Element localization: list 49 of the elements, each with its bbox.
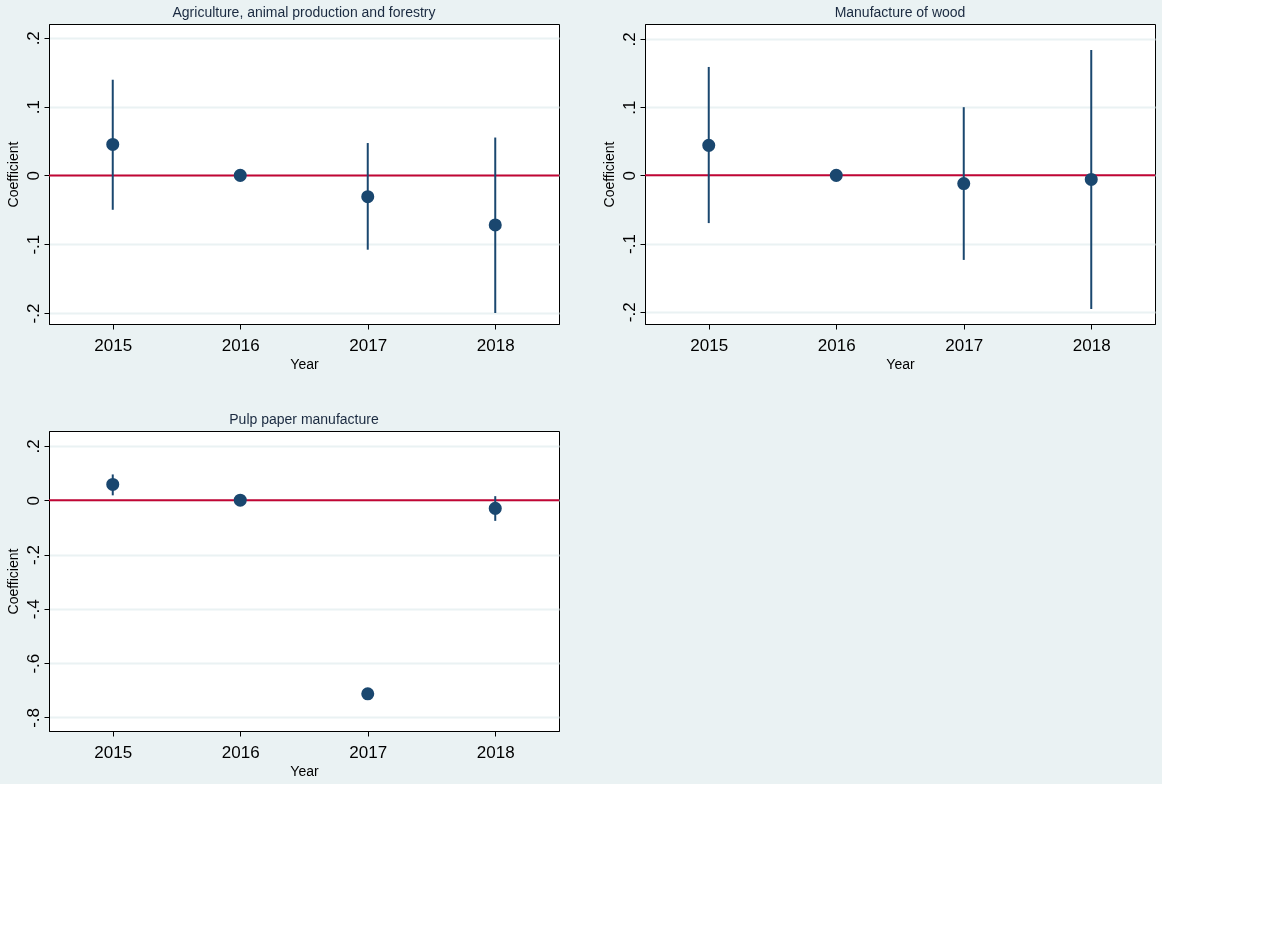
y-tick-label: .1 [619,100,639,115]
chart-title: Agriculture, animal production and forestry [172,4,436,20]
y-tick-label: -.8 [23,708,43,728]
point [361,687,375,701]
y-tick-label: -.2 [23,303,43,324]
x-tick-label: 2018 [476,742,515,762]
x-tick-label: 2015 [94,335,133,355]
chart-title: Manufacture of wood [834,4,966,20]
y-axis-title: Coefficient [4,141,21,208]
y-tick-label: 0 [23,171,43,181]
x-axis-title: Year [886,355,915,372]
x-tick-label: 2017 [945,335,984,355]
y-tick-label: -.2 [619,302,639,323]
chart-title: Pulp paper manufacture [229,411,379,427]
y-tick-label: -.1 [619,234,639,254]
y-tick-label: .2 [619,32,639,47]
y-tick-label: .2 [23,31,43,46]
x-tick-label: 2016 [817,335,856,355]
y-tick-label: .1 [23,99,43,115]
x-tick-label: 2017 [349,742,388,762]
y-tick-label: -.2 [23,545,43,565]
point [361,190,375,204]
x-tick-label: 2015 [94,742,133,762]
y-tick-label: -.6 [23,653,43,674]
y-tick-label: 0 [619,171,639,181]
x-tick-label: 2015 [690,335,729,355]
point [233,168,247,182]
y-axis-title: Coefficient [4,548,21,615]
point [702,138,716,152]
point [957,177,971,191]
point [106,477,120,491]
point [488,218,502,232]
x-axis-title: Year [290,762,319,779]
x-tick-label: 2018 [476,335,515,355]
x-tick-label: 2016 [221,742,260,762]
y-tick-label: .2 [23,439,43,454]
x-tick-label: 2016 [221,335,260,355]
y-axis-title: Coefficient [600,141,617,208]
point [1084,172,1098,186]
x-tick-label: 2018 [1072,335,1111,355]
x-axis-title: Year [290,355,319,372]
y-tick-label: -.4 [23,599,43,620]
y-tick-label: 0 [23,496,43,506]
point [829,168,843,182]
point [233,493,247,507]
x-tick-label: 2017 [349,335,388,355]
point [106,137,120,151]
point [488,501,502,515]
y-tick-label: -.1 [23,234,43,255]
